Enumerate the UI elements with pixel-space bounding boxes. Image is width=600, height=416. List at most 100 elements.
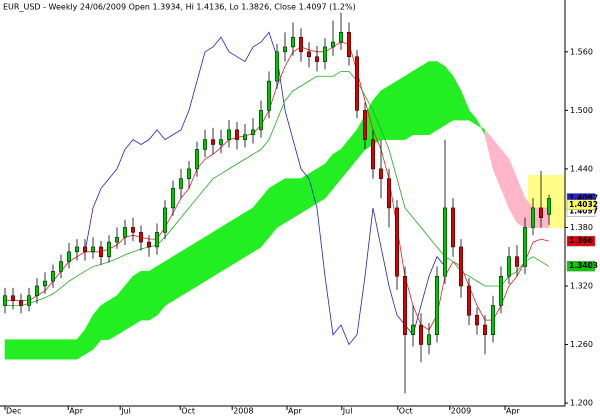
cloud-segment	[252, 197, 262, 253]
candle-body	[3, 295, 7, 306]
indicator-line	[5, 70, 550, 306]
cloud-segment	[12, 339, 22, 360]
cloud-segment	[108, 295, 118, 341]
candle-body	[515, 256, 519, 267]
candle-body	[355, 56, 359, 111]
chart-title: EUR_USD - Weekly 24/06/2009 Open 1.3934,…	[3, 3, 356, 12]
candle-body	[331, 41, 335, 48]
candle-body	[539, 207, 543, 218]
cloud-segment	[388, 80, 398, 140]
cloud-segment	[148, 265, 158, 321]
candle-body	[395, 207, 399, 277]
y-tick-label: 1.380	[570, 223, 593, 232]
candle-body	[307, 51, 311, 57]
cloud-segment	[276, 178, 286, 228]
candle-body	[91, 246, 95, 253]
x-tick-label: Oct	[181, 407, 195, 416]
candle-body	[547, 198, 551, 215]
candle-body	[387, 178, 391, 209]
x-tick-label: 2008	[233, 407, 253, 416]
y-tick-label: 1.320	[570, 281, 593, 290]
price-label-box	[566, 199, 596, 211]
candle-body	[483, 324, 487, 336]
candle-body	[291, 36, 295, 48]
candle-body	[19, 300, 23, 306]
indicator-line	[84, 31, 446, 346]
price-label: 1.4097	[569, 193, 598, 202]
cloud-segment	[300, 173, 310, 214]
cloud-segment	[60, 339, 70, 360]
cloud-segment	[124, 275, 134, 331]
cloud-segment	[404, 70, 414, 141]
cloud-segment	[164, 256, 174, 307]
x-tick-label: Jul	[342, 407, 353, 416]
candle-body	[171, 188, 175, 209]
x-tick-label: Oct	[399, 407, 413, 416]
cloud-segment	[372, 90, 382, 146]
candle-body	[491, 305, 495, 336]
candle-body	[499, 275, 503, 306]
candle-body	[75, 246, 79, 253]
candle-body	[83, 246, 87, 253]
candle-body	[179, 178, 183, 189]
candle-body	[467, 285, 471, 316]
candle-body	[435, 275, 439, 336]
cloud-segment	[20, 339, 30, 360]
candle-body	[299, 36, 303, 53]
candle-body	[459, 246, 463, 287]
candle-body	[67, 251, 71, 262]
cloud-segment	[316, 163, 326, 204]
cloud-segment	[4, 339, 14, 360]
candle-body	[131, 227, 135, 233]
cloud-segment	[172, 251, 182, 302]
candle-body	[123, 227, 127, 238]
candle-body	[243, 134, 247, 140]
candle-body	[51, 271, 55, 282]
cloud-segment	[260, 187, 270, 248]
candle-body	[347, 32, 351, 57]
candle-body	[475, 314, 479, 326]
price-label: 1.4032	[569, 200, 598, 209]
candle-body	[427, 334, 431, 345]
cloud-segment	[44, 339, 54, 360]
candle-body	[323, 46, 327, 62]
y-tick-label: 1.260	[570, 340, 593, 349]
price-label-box	[566, 260, 596, 272]
candle-body	[203, 139, 207, 150]
cloud-segment	[396, 75, 406, 140]
candle-body	[371, 139, 375, 170]
cloud-segment	[156, 261, 166, 317]
candle-body	[187, 168, 191, 179]
cloud-segment	[52, 339, 62, 360]
cloud-segment	[188, 241, 198, 292]
x-tick-label: Dec	[6, 407, 21, 416]
candle-body	[411, 324, 415, 336]
price-label: 1.4097	[569, 206, 598, 215]
candle-body	[531, 207, 535, 228]
candle-body	[451, 207, 455, 248]
candle-body	[11, 295, 15, 301]
cloud-segment	[220, 222, 230, 272]
cloud-segment	[428, 61, 438, 136]
candle-body	[419, 324, 423, 345]
candle-body	[43, 280, 47, 287]
price-label-box	[566, 235, 596, 247]
candle-body	[27, 295, 31, 306]
candle-body	[523, 227, 527, 267]
cloud-segment	[68, 339, 78, 360]
price-label: 1.3403	[569, 261, 598, 270]
y-tick-label: 1.440	[570, 164, 593, 173]
candle-body	[219, 139, 223, 145]
cloud-segment	[100, 300, 110, 340]
candle-body	[35, 285, 39, 296]
cloud-segment	[292, 178, 302, 219]
cloud-segment	[180, 246, 190, 297]
y-tick-label: 1.200	[570, 399, 593, 408]
candle-body	[163, 207, 167, 233]
candle-body	[235, 129, 239, 140]
candle-body	[139, 232, 143, 243]
cloud-segment	[284, 178, 294, 224]
cloud-segment	[36, 339, 46, 360]
